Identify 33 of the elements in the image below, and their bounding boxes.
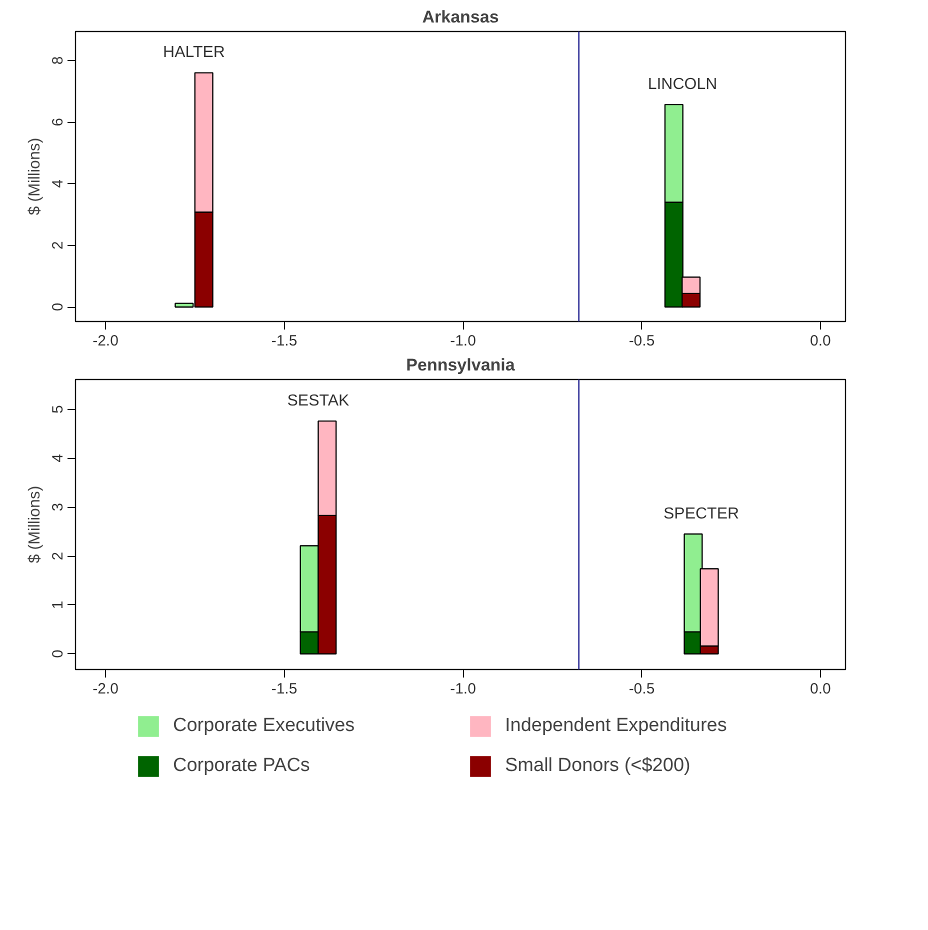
- y-axis-title: $ (Millions): [26, 486, 44, 564]
- x-tick-label: -0.5: [628, 680, 655, 698]
- x-tick-label: -1.5: [271, 680, 298, 698]
- chart-title: Arkansas: [422, 8, 499, 26]
- annotation: SPECTER: [663, 505, 740, 522]
- legend-label: Independent Expenditures: [505, 715, 728, 737]
- legend-label: Small Donors (<$200): [505, 755, 692, 777]
- x-tick-label: -2.0: [92, 680, 118, 698]
- y-tick-label: 1: [50, 600, 66, 610]
- x-tick-label: -1.5: [271, 332, 298, 350]
- legend-label: Corporate Executives: [173, 715, 356, 737]
- chart-title: Pennsylvania: [406, 356, 516, 374]
- y-tick-label: 4: [50, 180, 66, 188]
- y-tick-label: 6: [50, 118, 66, 126]
- y-tick-label: 2: [50, 241, 66, 250]
- annotation: LINCOLN: [648, 76, 718, 93]
- x-tick-label: -1.0: [450, 332, 476, 350]
- annotation: HALTER: [163, 44, 225, 62]
- y-tick-label: 5: [50, 405, 66, 414]
- y-tick-label: 8: [50, 56, 66, 65]
- legend-label: Corporate PACs: [173, 755, 311, 777]
- x-tick-label: -0.5: [628, 332, 655, 350]
- x-tick-label: 0.0: [810, 332, 831, 350]
- annotation: SESTAK: [287, 392, 350, 410]
- x-tick-label: -1.0: [450, 680, 476, 698]
- y-axis-title: $ (Millions): [26, 138, 44, 216]
- x-tick-label: -2.0: [92, 332, 118, 350]
- y-tick-label: 3: [50, 502, 66, 512]
- y-tick-label: 2: [50, 552, 66, 560]
- y-tick-label: 0: [50, 302, 66, 312]
- x-tick-label: 0.0: [810, 680, 831, 698]
- y-tick-label: 4: [50, 454, 66, 462]
- y-tick-label: 0: [50, 650, 66, 658]
